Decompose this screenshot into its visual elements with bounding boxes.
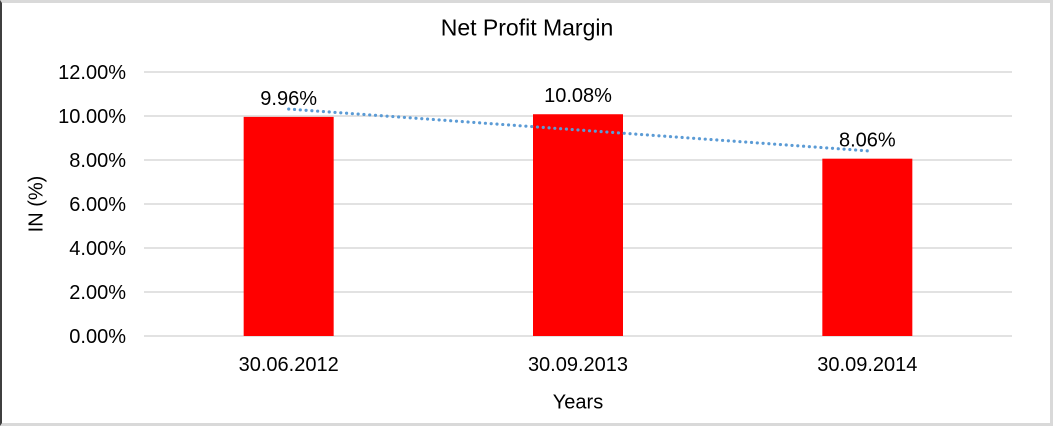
trendline (287, 107, 869, 153)
data-label: 9.96% (260, 88, 317, 110)
chart-title: Net Profit Margin (440, 14, 614, 41)
x-category-label: 30.09.2013 (528, 354, 628, 376)
y-axis-title: IN (%) (25, 175, 48, 233)
bar-30.06.2012 (243, 116, 334, 336)
y-tick-label: 12.00% (58, 62, 126, 84)
y-tick-label: 0.00% (69, 326, 126, 348)
bar-30.09.2013 (533, 114, 623, 337)
y-tick-label: 6.00% (69, 194, 126, 216)
y-tick-label: 10.00% (58, 106, 126, 128)
y-tick-label: 4.00% (69, 238, 126, 260)
bar-30.09.2014 (822, 158, 913, 336)
data-label: 10.08% (544, 85, 612, 107)
x-category-label: 30.06.2012 (239, 354, 339, 376)
y-tick-label: 8.00% (69, 150, 126, 172)
y-tick-label: 2.00% (69, 282, 126, 304)
x-axis-title: Years (552, 391, 604, 414)
data-label: 8.06% (839, 130, 896, 152)
x-category-label: 30.09.2014 (817, 354, 917, 376)
